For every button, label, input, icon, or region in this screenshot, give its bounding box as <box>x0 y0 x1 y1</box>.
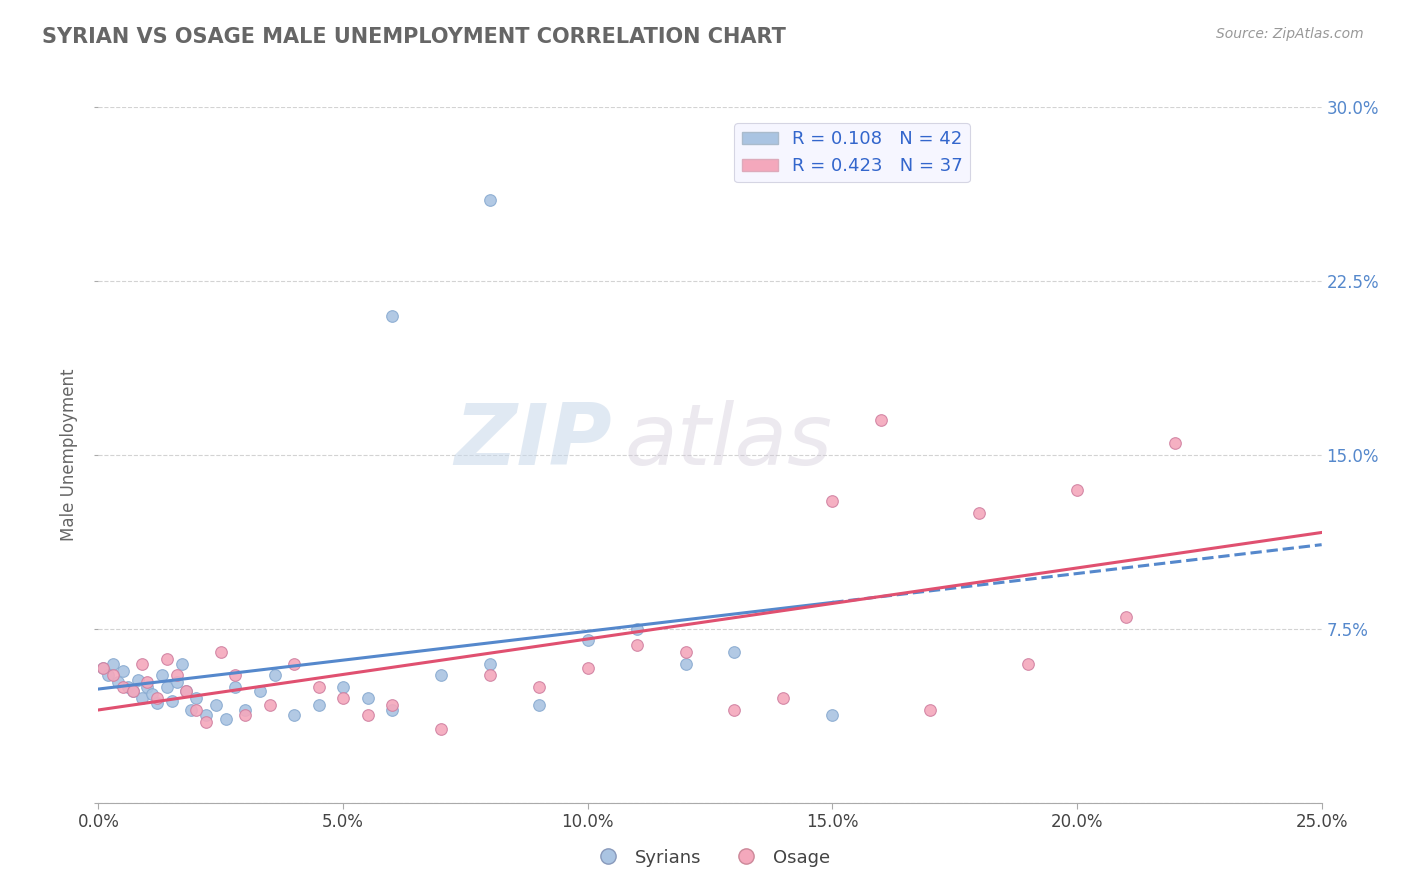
Point <box>259 698 281 713</box>
Legend: Syrians, Osage: Syrians, Osage <box>582 841 838 874</box>
Point <box>107 675 129 690</box>
Point <box>527 698 550 713</box>
Point <box>186 691 208 706</box>
Point <box>821 494 844 508</box>
Point <box>283 707 305 722</box>
Point <box>195 707 218 722</box>
Point <box>224 680 246 694</box>
Point <box>146 696 169 710</box>
Point <box>214 712 236 726</box>
Point <box>111 680 134 694</box>
Point <box>283 657 305 671</box>
Point <box>131 657 153 671</box>
Point <box>626 638 648 652</box>
Point <box>527 680 550 694</box>
Point <box>675 645 697 659</box>
Point <box>870 413 893 427</box>
Point <box>233 707 256 722</box>
Text: SYRIAN VS OSAGE MALE UNEMPLOYMENT CORRELATION CHART: SYRIAN VS OSAGE MALE UNEMPLOYMENT CORREL… <box>42 27 786 46</box>
Point <box>101 668 124 682</box>
Point <box>101 657 124 671</box>
Point <box>121 684 143 698</box>
Point <box>626 622 648 636</box>
Point <box>772 691 794 706</box>
Point <box>381 309 404 323</box>
Point <box>141 687 163 701</box>
Point <box>920 703 942 717</box>
Point <box>821 707 844 722</box>
Point <box>332 680 354 694</box>
Point <box>381 703 404 717</box>
Point <box>332 691 354 706</box>
Point <box>233 703 256 717</box>
Point <box>111 664 134 678</box>
Point <box>381 698 404 713</box>
Point <box>1017 657 1039 671</box>
Point <box>1115 610 1137 624</box>
Point <box>576 661 599 675</box>
Point <box>127 673 149 687</box>
Point <box>150 668 173 682</box>
Point <box>91 661 114 675</box>
Text: atlas: atlas <box>624 400 832 483</box>
Point <box>430 722 453 736</box>
Point <box>195 714 218 729</box>
Point <box>675 657 697 671</box>
Point <box>723 703 745 717</box>
Point <box>967 506 990 520</box>
Point <box>356 691 378 706</box>
Point <box>723 645 745 659</box>
Point <box>166 675 188 690</box>
Point <box>180 703 202 717</box>
Point <box>430 668 453 682</box>
Point <box>156 652 179 666</box>
Point <box>263 668 285 682</box>
Text: Source: ZipAtlas.com: Source: ZipAtlas.com <box>1216 27 1364 41</box>
Point <box>478 657 501 671</box>
Point <box>249 684 271 698</box>
Point <box>308 680 330 694</box>
Point <box>209 645 232 659</box>
Y-axis label: Male Unemployment: Male Unemployment <box>60 368 79 541</box>
Point <box>308 698 330 713</box>
Point <box>166 668 188 682</box>
Point <box>176 684 198 698</box>
Point <box>478 668 501 682</box>
Point <box>146 691 169 706</box>
Point <box>224 668 246 682</box>
Point <box>576 633 599 648</box>
Point <box>136 675 159 690</box>
Text: ZIP: ZIP <box>454 400 612 483</box>
Point <box>121 684 143 698</box>
Point <box>160 694 183 708</box>
Point <box>478 193 501 207</box>
Point <box>1164 436 1187 450</box>
Point <box>117 680 139 694</box>
Point <box>91 661 114 675</box>
Point <box>170 657 193 671</box>
Point <box>136 680 159 694</box>
Point <box>356 707 378 722</box>
Point <box>131 691 153 706</box>
Point <box>205 698 228 713</box>
Point <box>1066 483 1088 497</box>
Point <box>156 680 179 694</box>
Point <box>186 703 208 717</box>
Point <box>97 668 120 682</box>
Point <box>176 684 198 698</box>
